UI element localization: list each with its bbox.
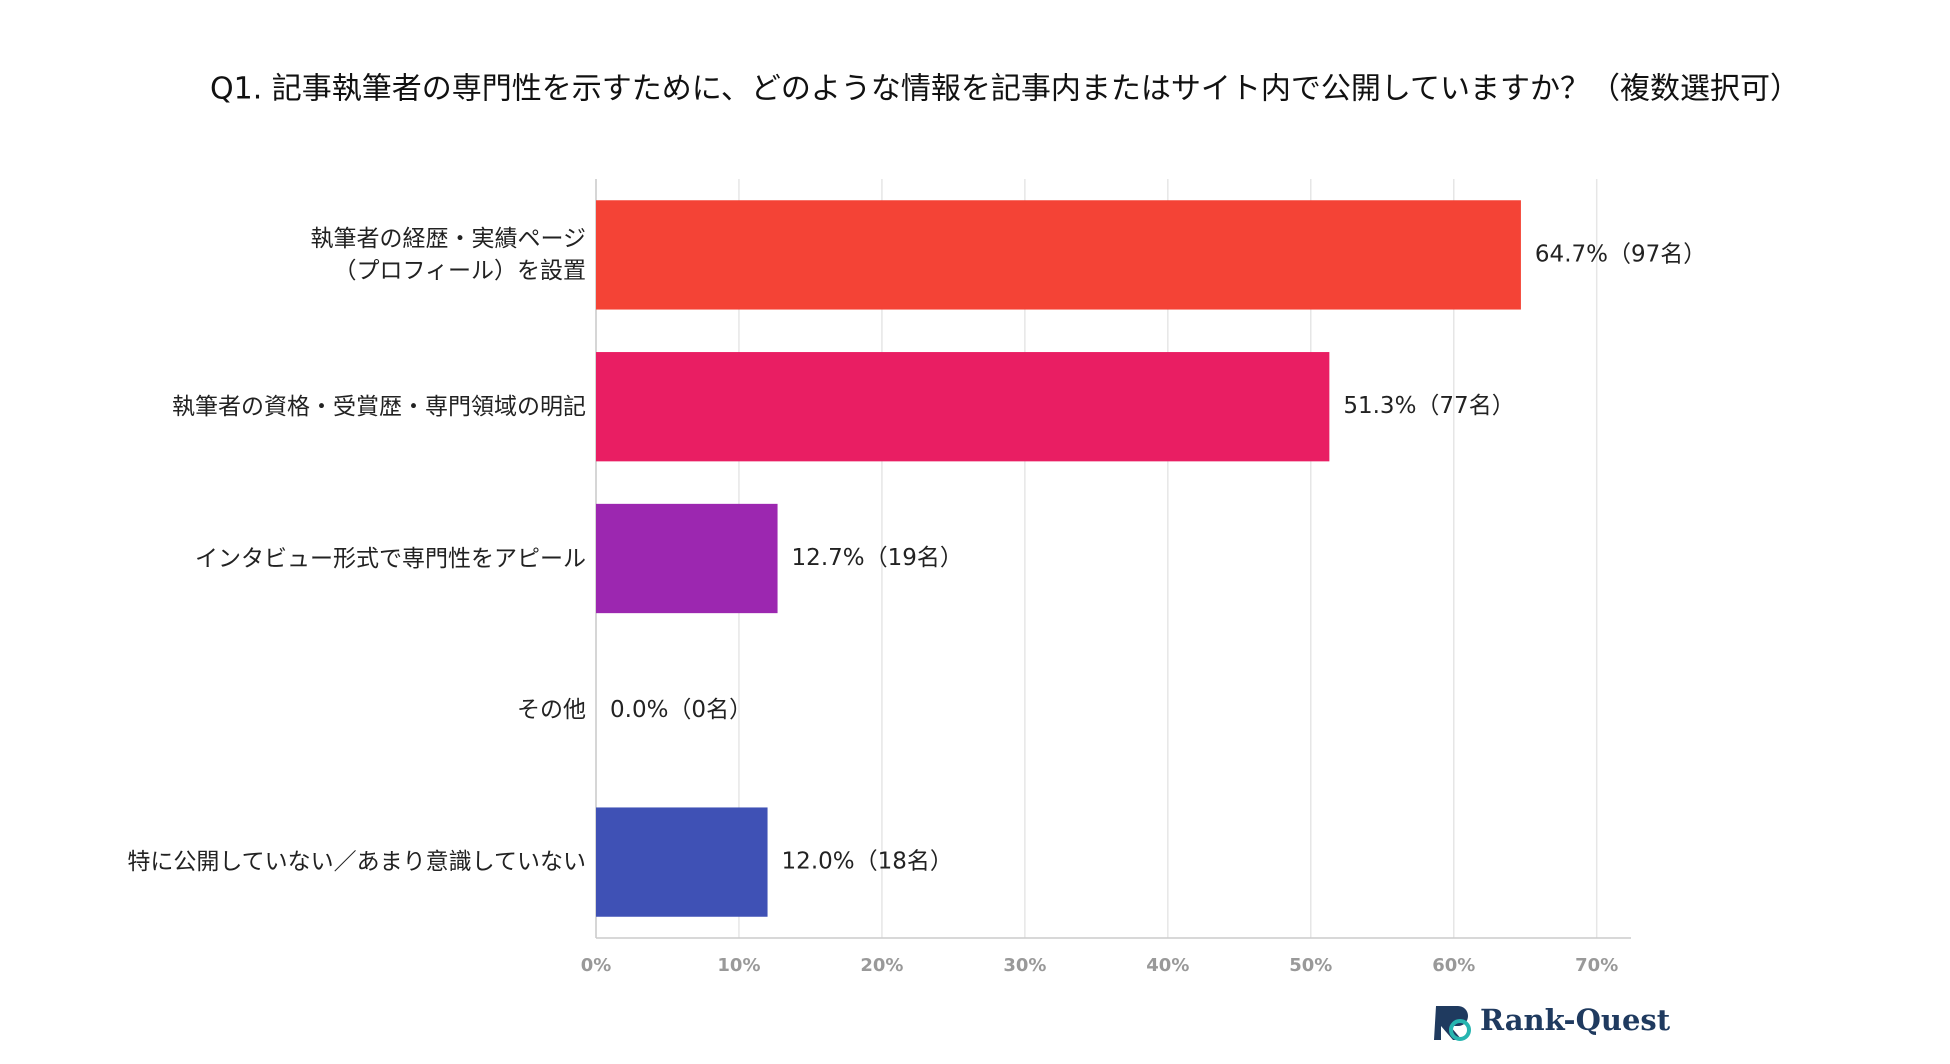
y-tick-label: インタビュー形式で専門性をアピール — [195, 545, 586, 572]
x-tick-label: 50% — [1289, 955, 1332, 976]
x-tick-label: 60% — [1432, 955, 1475, 976]
value-label: 64.7%（97名） — [1535, 241, 1706, 267]
bar — [596, 807, 768, 917]
bar — [596, 200, 1521, 310]
value-label: 0.0%（0名） — [610, 697, 752, 723]
y-tick-label: 執筆者の資格・受賞歴・専門領域の明記 — [172, 393, 586, 420]
value-label: 51.3%（77名） — [1343, 393, 1514, 419]
value-label: 12.0%（18名） — [782, 849, 953, 875]
value-label: 12.7%（19名） — [792, 545, 963, 571]
x-tick-label: 40% — [1146, 955, 1189, 976]
bar — [596, 352, 1330, 462]
y-tick-label: 執筆者の経歴・実績ページ （プロフィール）を設置 — [310, 225, 586, 284]
logo: Rank-Quest — [1480, 1003, 1671, 1037]
x-tick-label: 20% — [860, 955, 903, 976]
logo-icon — [1434, 1006, 1471, 1041]
y-tick-label: その他 — [517, 697, 586, 724]
x-tick-label: 0% — [581, 955, 612, 976]
x-tick-label: 30% — [1003, 955, 1046, 976]
x-tick-label: 70% — [1575, 955, 1618, 976]
y-tick-label: 特に公開していない／あまり意識していない — [127, 849, 586, 876]
x-tick-label: 10% — [717, 955, 760, 976]
bar — [596, 503, 778, 614]
chart-title: Q1. 記事執筆者の専門性を示すために、どのような情報を記事内またはサイト内で公… — [210, 72, 1800, 107]
